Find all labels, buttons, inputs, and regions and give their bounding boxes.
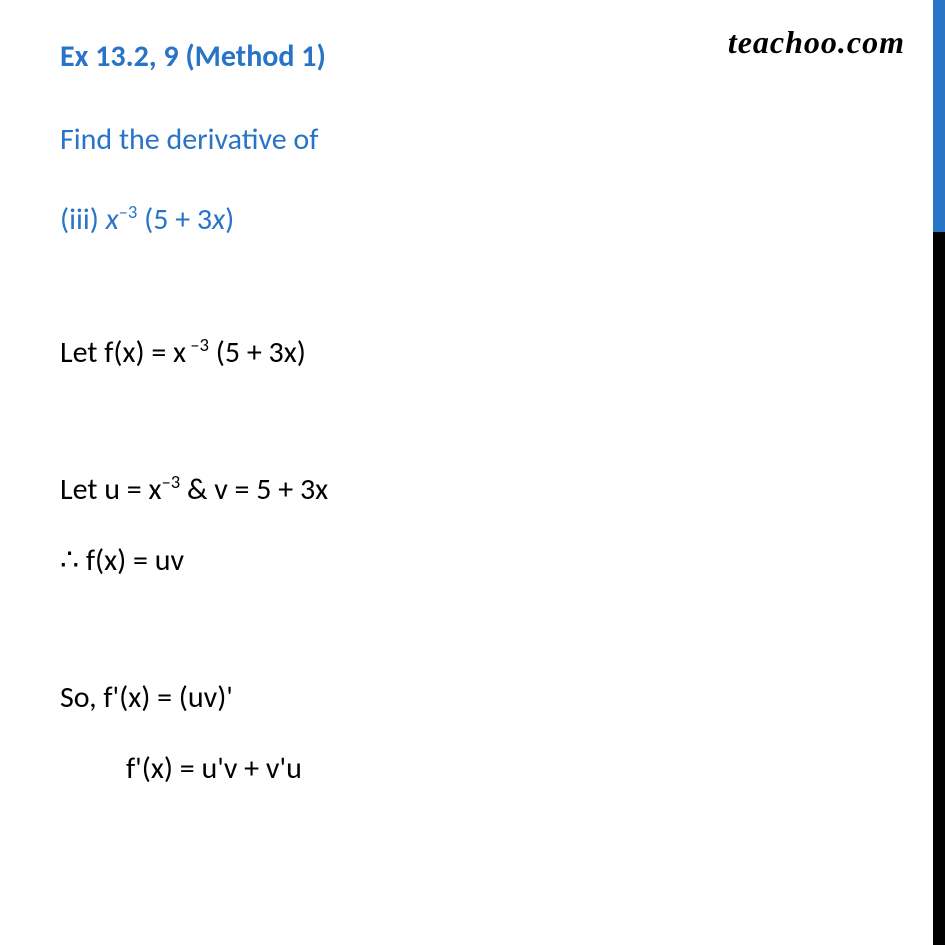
step-line-5: f'(x) = u'v + v'u: [60, 746, 885, 791]
step-line-1: Let f(x) = x –3 (5 + 3x): [60, 330, 885, 375]
expr-close: ): [225, 201, 234, 238]
line2-b: & v = 5 + 3x: [180, 471, 328, 508]
expr-sup: –3: [119, 200, 138, 223]
content-region: Ex 13.2, 9 (Method 1) Find the derivativ…: [0, 0, 945, 791]
line1-a: Let f(x) = x: [60, 334, 186, 371]
instruction-text: Find the derivative of: [60, 121, 885, 158]
step-line-2: Let u = x–3 & v = 5 + 3x: [60, 467, 885, 512]
line1-sup: –3: [186, 333, 209, 356]
expr-prefix: (iii): [60, 201, 106, 238]
watermark-text: teachoo.com: [728, 24, 905, 61]
expr-x2: x: [212, 201, 225, 238]
line2-sup: –3: [161, 470, 180, 493]
step-line-4: So, f'(x) = (uv)': [60, 675, 885, 720]
right-border-accent: [933, 0, 945, 232]
line2-a: Let u = x: [60, 471, 161, 508]
problem-expression: (iii) x–3 (5 + 3x): [60, 200, 885, 238]
expr-rest: (5 + 3: [137, 201, 212, 238]
right-border-black: [933, 232, 945, 945]
step-line-3: ∴ f(x) = uv: [60, 538, 885, 583]
expr-x1: x: [106, 201, 119, 238]
line1-b: (5 + 3x): [209, 334, 306, 371]
